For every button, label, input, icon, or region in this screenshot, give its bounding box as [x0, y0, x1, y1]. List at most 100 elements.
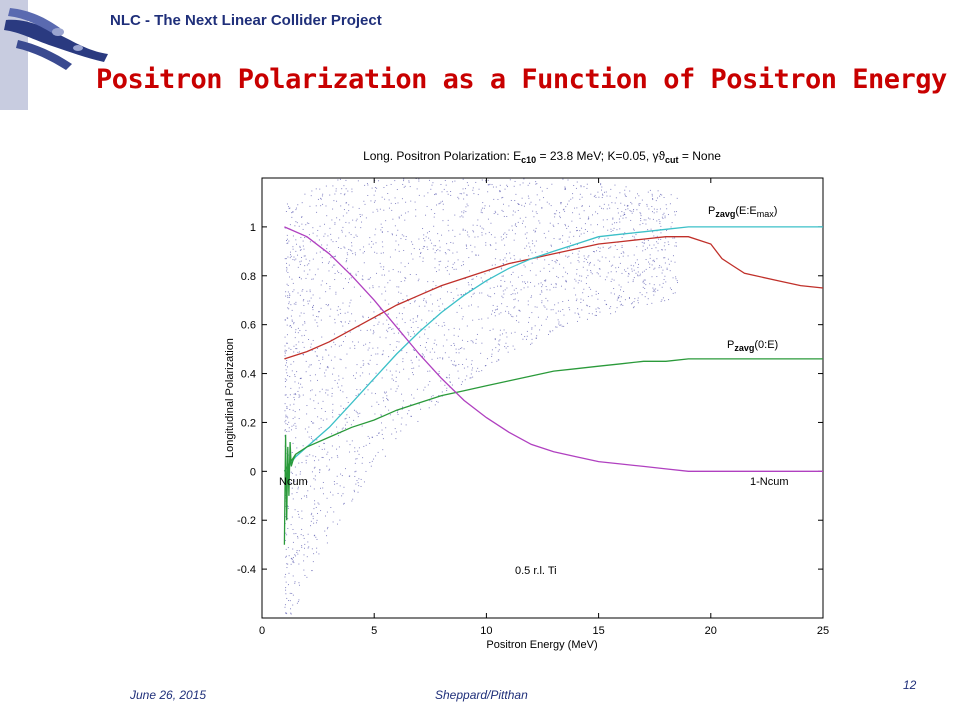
- scatter-point: [311, 570, 313, 572]
- scatter-point: [286, 234, 288, 236]
- scatter-point: [630, 201, 632, 203]
- scatter-point: [660, 193, 662, 195]
- scatter-point: [377, 323, 379, 325]
- scatter-point: [431, 184, 433, 186]
- scatter-point: [418, 365, 420, 367]
- scatter-point: [285, 419, 287, 421]
- scatter-point: [398, 332, 400, 334]
- scatter-point: [569, 242, 571, 244]
- scatter-point: [499, 334, 501, 336]
- scatter-point: [637, 275, 639, 277]
- scatter-point: [506, 306, 508, 308]
- scatter-point: [461, 211, 463, 213]
- scatter-point: [376, 187, 378, 189]
- chart-title: Long. Positron Polarization: Ec10 = 23.8…: [363, 149, 721, 165]
- scatter-point: [342, 493, 344, 495]
- scatter-point: [369, 462, 371, 464]
- scatter-point: [383, 391, 385, 393]
- scatter-point: [553, 238, 555, 240]
- scatter-point: [589, 261, 591, 263]
- scatter-point: [540, 282, 542, 284]
- footer-date: June 26, 2015: [130, 688, 207, 702]
- scatter-point: [304, 255, 306, 257]
- scatter-point: [468, 236, 470, 238]
- scatter-point: [288, 555, 290, 557]
- scatter-point: [284, 394, 286, 396]
- scatter-point: [611, 223, 613, 225]
- scatter-point: [672, 237, 674, 239]
- scatter-point: [294, 399, 296, 401]
- scatter-point: [401, 350, 403, 352]
- scatter-point: [361, 425, 363, 427]
- scatter-point: [326, 497, 328, 499]
- scatter-point: [318, 459, 320, 461]
- scatter-point: [288, 206, 290, 208]
- scatter-point: [527, 300, 529, 302]
- scatter-point: [578, 314, 580, 316]
- scatter-point: [378, 403, 380, 405]
- scatter-point: [295, 344, 297, 346]
- scatter-point: [295, 329, 297, 331]
- scatter-point: [648, 208, 650, 210]
- scatter-point: [499, 344, 501, 346]
- scatter-point: [293, 323, 295, 325]
- scatter-point: [346, 212, 348, 214]
- scatter-point: [517, 276, 519, 278]
- scatter-point: [514, 348, 516, 350]
- scatter-point: [434, 267, 436, 269]
- scatter-point: [658, 238, 660, 240]
- scatter-point: [639, 292, 641, 294]
- scatter-point: [337, 306, 339, 308]
- scatter-point: [348, 305, 350, 307]
- scatter-point: [339, 485, 341, 487]
- scatter-point: [575, 294, 577, 296]
- scatter-point: [629, 210, 631, 212]
- scatter-point: [291, 278, 293, 280]
- scatter-point: [302, 324, 304, 326]
- scatter-point: [386, 397, 388, 399]
- scatter-point: [640, 215, 642, 217]
- scatter-point: [284, 410, 286, 412]
- scatter-point: [514, 298, 516, 300]
- scatter-point: [295, 394, 297, 396]
- scatter-point: [382, 353, 384, 355]
- scatter-point: [299, 249, 301, 251]
- scatter-point: [598, 196, 600, 198]
- scatter-point: [557, 302, 559, 304]
- scatter-point: [306, 413, 308, 415]
- scatter-point: [348, 232, 350, 234]
- scatter-point: [531, 342, 533, 344]
- scatter-point: [314, 479, 316, 481]
- scatter-point: [324, 375, 326, 377]
- scatter-point: [329, 315, 331, 317]
- scatter-point: [379, 314, 381, 316]
- scatter-point: [339, 178, 341, 180]
- scatter-point: [503, 263, 505, 265]
- scatter-point: [394, 180, 396, 182]
- scatter-point: [664, 275, 666, 277]
- scatter-point: [566, 273, 568, 275]
- scatter-point: [320, 284, 322, 286]
- scatter-point: [640, 217, 642, 219]
- scatter-point: [333, 264, 335, 266]
- scatter-point: [368, 363, 370, 365]
- scatter-point: [386, 329, 388, 331]
- scatter-point: [320, 418, 322, 420]
- scatter-point: [674, 245, 676, 247]
- scatter-point: [402, 299, 404, 301]
- scatter-point: [581, 196, 583, 198]
- scatter-point: [298, 394, 300, 396]
- scatter-point: [316, 322, 318, 324]
- scatter-point: [460, 294, 462, 296]
- scatter-point: [661, 194, 663, 196]
- scatter-point: [332, 255, 334, 257]
- scatter-point: [578, 250, 580, 252]
- scatter-point: [413, 367, 415, 369]
- scatter-point: [306, 576, 308, 578]
- scatter-point: [348, 248, 350, 250]
- scatter-point: [552, 267, 554, 269]
- scatter-point: [566, 247, 568, 249]
- scatter-point: [496, 360, 498, 362]
- scatter-point: [658, 219, 660, 221]
- scatter-point: [397, 271, 399, 273]
